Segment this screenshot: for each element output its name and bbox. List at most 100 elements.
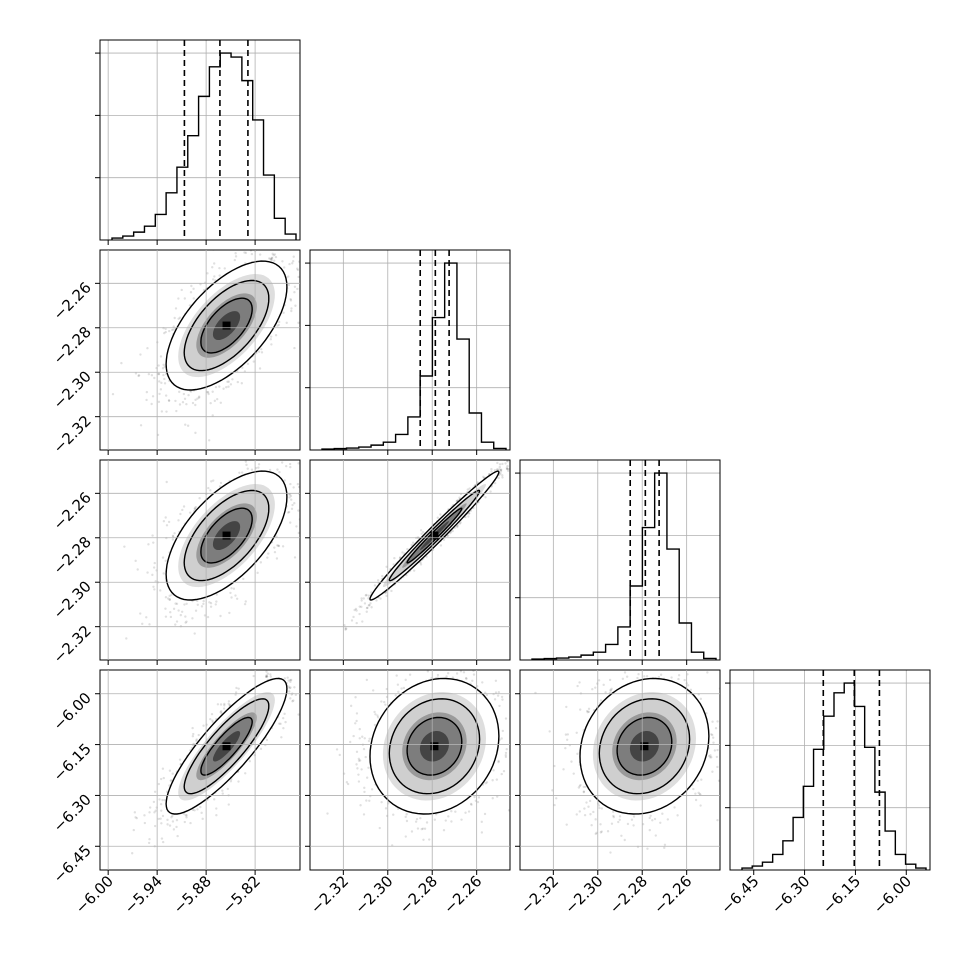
sample-point [193,507,197,510]
sample-point [501,462,504,466]
sample-point [240,471,244,474]
sample-point [490,470,493,473]
sample-point [153,561,156,565]
sample-point [134,559,137,563]
sample-point [297,509,300,512]
sample-point [419,561,422,564]
sample-point [365,606,369,610]
sample-point [294,304,297,307]
sample-point [219,481,223,485]
sample-point [350,619,354,622]
sample-point [189,291,193,294]
sample-point [147,372,151,376]
sample-point [345,627,348,630]
sample-point [250,468,254,471]
sample-point [241,366,244,369]
sample-point [185,602,188,605]
sample-point [571,403,573,405]
sample-point [179,613,183,617]
histogram-step [321,262,507,450]
sample-point [161,556,165,559]
sample-point [197,396,201,399]
sample-point [178,758,182,761]
sample-point [489,490,492,493]
sample-point [139,612,142,615]
histogram-panel [309,249,511,451]
sample-point [139,424,143,427]
sample-point [168,329,171,333]
sample-point [234,691,238,694]
sample-point [355,621,358,625]
sample-point [152,800,156,804]
sample-point [305,484,307,486]
sample-point [272,254,275,257]
sample-point [161,367,165,370]
sample-point [289,678,292,682]
sample-point [201,817,204,821]
scatter-panel [99,459,307,661]
sample-point [194,609,198,612]
sample-point [178,390,181,394]
sample-point [227,803,230,806]
sample-point [169,611,172,614]
sample-point [291,700,294,703]
sample-point [185,814,188,817]
sample-point [165,524,169,527]
sample-point [521,452,523,454]
sample-point [194,403,197,407]
sample-point [168,824,172,827]
sample-point [169,615,173,619]
sample-point [161,840,165,844]
sample-point [288,493,292,496]
sample-point [506,469,510,473]
sample-point [219,614,222,618]
sample-point [510,466,512,468]
sample-point [265,674,268,677]
sample-point [135,816,138,820]
sample-point [245,463,248,467]
sample-point [501,474,504,477]
sample-point [139,353,142,356]
sample-point [187,393,190,397]
sample-point [193,632,196,635]
sample-point [495,468,499,471]
sample-point [273,546,276,549]
sample-point [449,531,452,535]
sample-point [393,556,396,560]
x-tick-label: −6.00 [870,872,915,917]
sample-point [163,365,166,368]
sample-point [137,374,141,377]
sample-point [218,266,221,270]
sample-point [230,586,233,590]
sample-point [354,607,358,611]
sample-point [458,522,462,525]
sample-point [206,391,210,394]
sample-point [191,726,194,730]
sample-point [222,387,225,390]
sample-point [203,614,207,617]
sample-point [143,821,147,825]
sample-point [196,808,199,811]
sample-point [496,468,499,471]
sample-point [304,302,306,304]
sample-point [289,494,293,498]
sample-point [228,611,231,615]
sample-point [277,544,280,547]
sample-point [184,423,187,426]
sample-point [273,253,277,256]
histogram-step [111,52,297,240]
sample-point [344,627,347,630]
sample-point [289,299,293,302]
sample-point [207,392,210,396]
sample-point [343,623,346,627]
sample-point [288,462,292,466]
sample-point [227,385,230,388]
sample-point [291,259,295,263]
sample-point [213,275,216,278]
sample-point [214,603,217,606]
sample-point [180,288,183,292]
sample-point [367,594,370,597]
sample-point [207,486,210,490]
histogram-panel [99,39,301,241]
sample-point [175,409,178,413]
